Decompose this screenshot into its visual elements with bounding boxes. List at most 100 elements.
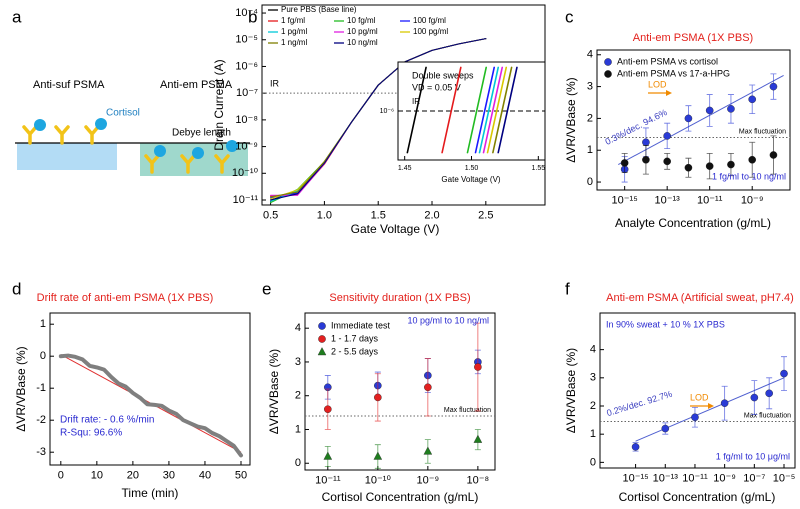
x-tick-label: 10⁻⁹ [416,475,439,487]
legend-label: 10 fg/ml [347,16,376,25]
x-tick-label: 40 [199,470,211,482]
analyte [226,140,238,152]
reference-label: IR [270,79,280,89]
series-line [466,66,487,154]
data-point [769,151,778,159]
y-tick-label: 10⁻⁹ [235,140,258,152]
data-point [748,155,757,164]
y-tick-label: 0 [587,176,593,188]
plot-frame [596,49,791,191]
y-tick-label: 4 [295,322,301,334]
antibody [144,154,160,174]
y-tick-label: 10⁻⁷ [236,87,258,99]
y-tick-label: 2 [590,400,596,412]
data-point [727,160,735,169]
legend-swatch [317,347,327,356]
boundary-label: Debye length [172,128,231,139]
x-axis-label: Time (min) [122,486,179,500]
panel-label: d [12,279,21,298]
data-point [474,363,482,371]
reference-label: Max fluctuation [744,412,791,419]
legend-label: Pure PBS (Base line) [281,5,357,14]
data-point [663,132,671,140]
antibody [214,154,230,174]
y-tick-label: -1 [36,382,46,394]
plot-frame [49,312,251,466]
x-tick-label: 1.50 [465,165,479,172]
data-point [684,163,693,172]
annotation: 1 fg/ml to 10 ng/ml [712,171,786,181]
data-point [424,383,432,392]
y-tick-label: 2 [587,112,593,124]
x-axis-label: Cortisol Concentration (g/mL) [322,490,479,504]
annotation: Drift rate: - 0.6 %/min [60,415,154,426]
panel-label: e [262,279,271,298]
annotation: 1 fg/ml to 10 μg/ml [716,451,790,461]
data-point [620,159,629,167]
reference-label: IR [412,97,420,106]
y-tick-label: 4 [590,344,596,356]
chart-subtitle: VD = 0.05 V [412,82,461,92]
data-point [720,399,729,407]
x-tick-label: 0.5 [263,210,278,222]
legend-label: Immediate test [331,320,391,330]
y-tick-label: 0 [295,457,301,469]
data-point [473,434,483,443]
analyte [154,145,166,157]
legend-label: 1 pg/ml [281,27,307,36]
data-point [769,82,778,91]
y-tick-label: 1 [295,423,301,435]
analytes [34,118,238,159]
y-tick-label: 1 [587,144,593,156]
x-tick-label: 10⁻⁹ [741,195,764,207]
y-tick-label: 10⁻⁶ [235,60,258,72]
panel-label: c [565,7,574,26]
antibody [180,154,196,174]
x-tick-label: 2.5 [478,210,493,222]
legend-label: 100 fg/ml [413,16,446,25]
chart-title: Anti-em PSMA (1X PBS) [633,32,753,44]
y-axis-label: ΔVR/VBase (%) [564,77,578,162]
x-tick-label: 2.0 [424,210,439,222]
x-tick-label: 10⁻¹⁰ [365,475,392,487]
series-line [478,66,500,154]
substrate [17,143,117,170]
data-point [691,413,699,422]
analyte-label: Cortisol [106,108,140,119]
x-tick-label: 10⁻¹¹ [315,475,341,487]
data-point [423,446,433,455]
y-axis-label: ΔVR/VBase (%) [564,348,578,433]
y-axis-label: Drain Current (A) [212,59,226,150]
legend-label: 1 fg/ml [281,16,305,25]
data-point [373,451,383,460]
legend-label: 2 - 5.5 days [331,346,379,356]
legend-label: Anti-em PSMA vs cortisol [617,56,718,66]
legend-label: 10 ng/ml [347,38,378,47]
antibodies [22,125,230,174]
legend-swatch [318,322,326,330]
diagram-a: a Anti-suf PSMA Anti-em PSMA Cortisol De… [12,7,250,176]
y-tick-label: 3 [587,80,593,92]
y-axis-label: ΔVR/VBase (%) [267,349,281,434]
chart-title: Drift rate of anti-em PSMA (1X PBS) [37,292,214,304]
y-tick-label: 3 [295,356,301,368]
data-point [661,424,670,433]
legend-label: 1 - 1.7 days [331,333,379,343]
chart-title: Sensitivity duration (1X PBS) [329,292,470,304]
chart-title: Anti-em PSMA (Artificial sweat, pH7.4) [606,292,794,304]
x-axis-label: Analyte Concentration (g/mL) [615,216,771,230]
antibody [54,125,70,145]
y-tick-label: 1 [590,428,596,440]
data-point [705,162,714,170]
series-line [441,66,462,154]
series-line [492,66,513,154]
x-tick-label: 50 [235,470,247,482]
series-line [482,66,504,154]
series-line [486,66,508,154]
x-axis-label: Gate Voltage (V) [441,175,500,184]
y-tick-label: 1 [40,318,46,330]
panel-label: b [248,7,257,26]
y-tick-label: 4 [587,49,593,61]
annotation: LOD [648,79,667,89]
